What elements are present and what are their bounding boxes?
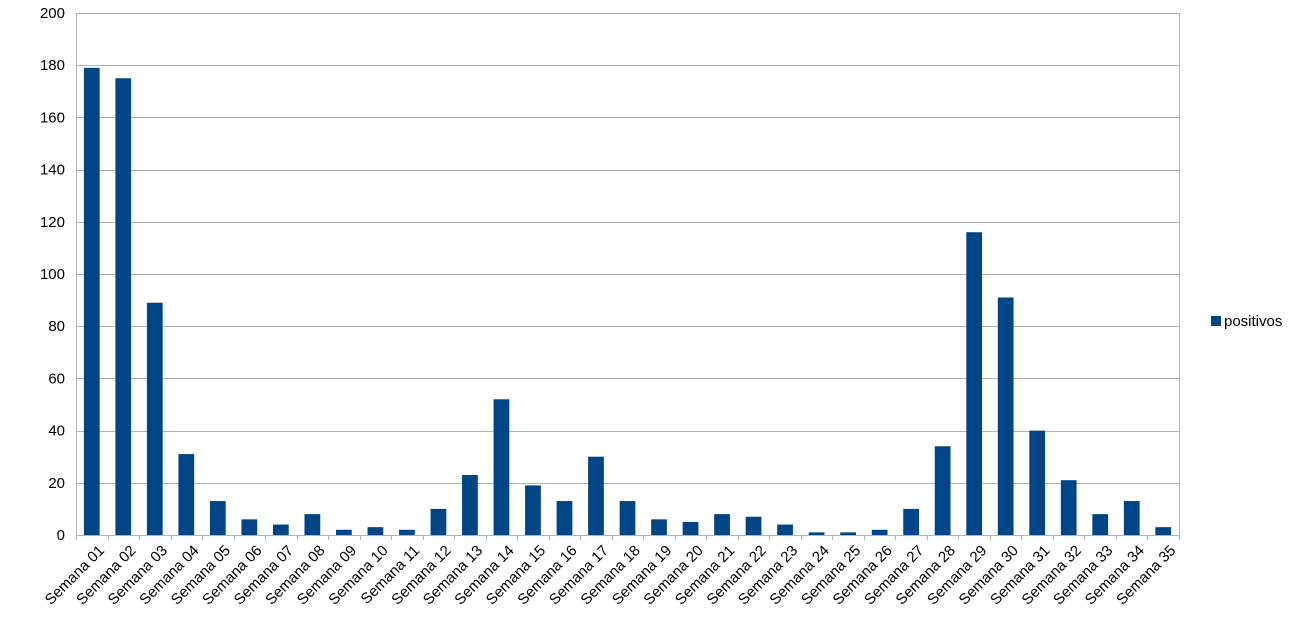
bar-semana-16: [556, 501, 573, 535]
bar-semana-22: [745, 516, 762, 535]
bar-semana-10: [367, 527, 384, 535]
legend-swatch-positivos: [1211, 316, 1221, 326]
bar-semana-19: [651, 519, 667, 535]
bar-semana-08: [304, 514, 321, 535]
bar-semana-11: [399, 529, 415, 535]
y-tick-label: 40: [48, 423, 65, 440]
y-tick-label: 180: [40, 57, 65, 74]
bars: [83, 67, 1172, 536]
bar-semana-05: [209, 501, 226, 535]
bar-semana-27: [903, 508, 920, 535]
bar-semana-30: [997, 297, 1014, 535]
y-tick-label: 0: [57, 527, 65, 544]
y-tick-label: 100: [40, 266, 65, 283]
bar-semana-15: [525, 485, 541, 535]
bar-semana-24: [808, 532, 825, 535]
bar-semana-21: [714, 514, 730, 535]
legend: positivos: [1211, 313, 1282, 330]
grid-lines: [76, 13, 1179, 536]
bar-semana-12: [430, 508, 447, 535]
bar-semana-23: [777, 524, 793, 535]
bar-semana-13: [462, 474, 478, 535]
bar-semana-07: [272, 524, 289, 535]
y-tick-label: 60: [48, 370, 65, 387]
bar-semana-01: [83, 67, 100, 535]
y-tick-label: 160: [40, 109, 65, 126]
bar-semana-33: [1092, 514, 1109, 535]
bar-semana-17: [588, 456, 604, 535]
bar-semana-28: [934, 446, 951, 535]
bar-semana-03: [146, 302, 163, 535]
bar-semana-26: [871, 529, 888, 535]
y-tick-label: 200: [40, 5, 65, 22]
legend-label-positivos: positivos: [1224, 313, 1282, 330]
y-tick-label: 80: [48, 318, 65, 335]
y-tick-labels: 0 20 40 60 80 100 120 140 160 180 200: [40, 5, 65, 544]
bar-semana-34: [1123, 501, 1140, 535]
y-tick-label: 140: [40, 162, 65, 179]
axes: [76, 13, 1180, 540]
y-tick-label: 20: [48, 475, 65, 492]
y-tick-label: 120: [40, 214, 65, 231]
bar-semana-31: [1029, 430, 1046, 535]
bar-semana-02: [115, 78, 132, 535]
bar-semana-14: [493, 399, 510, 535]
bar-semana-29: [966, 232, 983, 536]
bar-semana-09: [335, 529, 352, 535]
bar-semana-06: [241, 519, 258, 535]
bar-semana-20: [682, 521, 699, 535]
bar-semana-32: [1060, 480, 1077, 535]
bar-semana-18: [619, 501, 636, 535]
bar-semana-25: [840, 532, 856, 535]
bar-semana-04: [178, 454, 195, 535]
bar-semana-35: [1155, 527, 1172, 535]
